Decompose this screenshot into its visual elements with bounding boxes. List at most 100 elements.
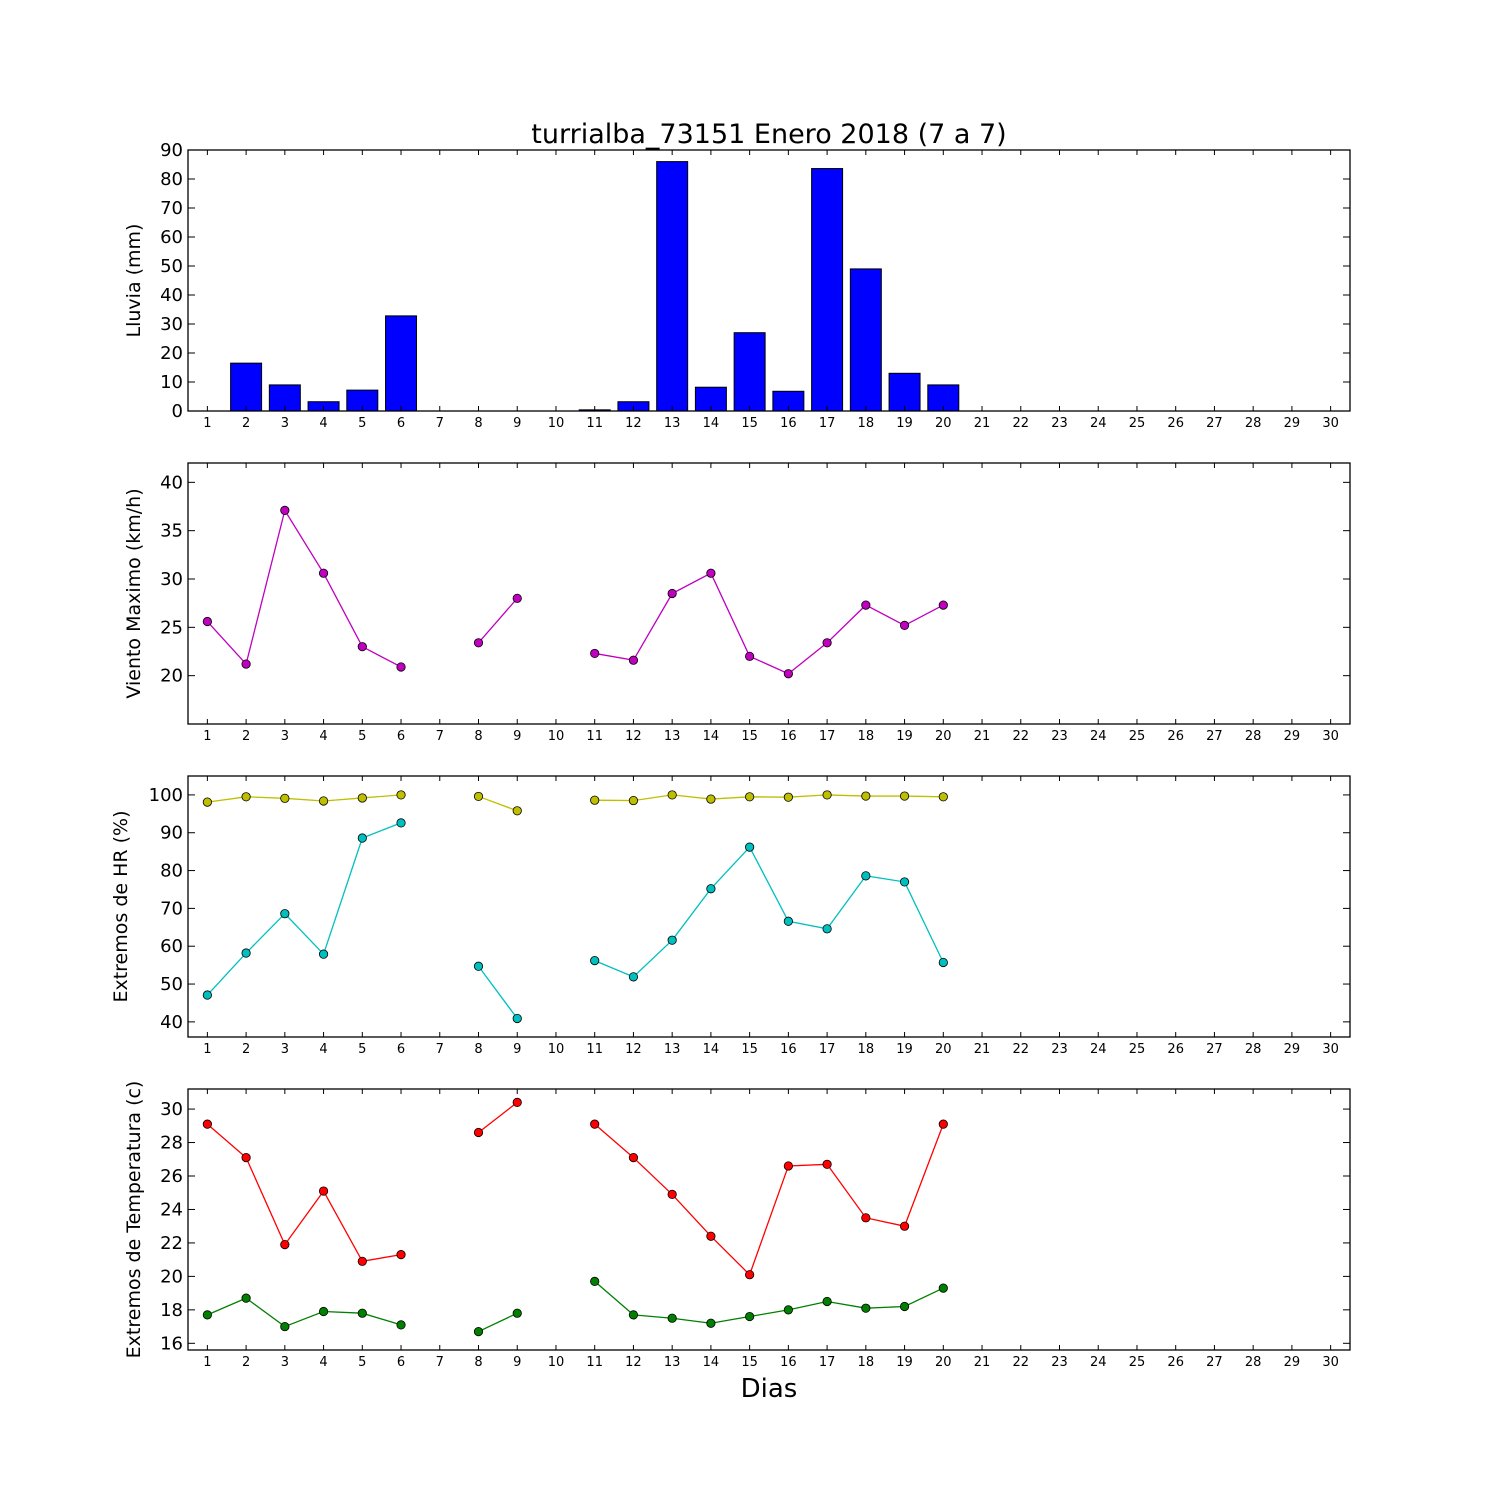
x-tick-label: 16 (780, 729, 797, 744)
point-day-3 (280, 909, 290, 919)
point-day-4 (318, 568, 329, 578)
panels: 1 2 3 4 5 6 7 8 9 10 11 12 13 14 15 16 17 18 19 20 21 22 23 24 2… (110, 140, 1351, 1370)
x-tick-label: 1 (203, 1042, 211, 1057)
series-1 (202, 505, 948, 679)
y-tick-label: 80 (160, 169, 183, 190)
point-day-5 (357, 793, 367, 803)
x-tick-label: 22 (1012, 729, 1029, 744)
x-tick-label: 27 (1206, 416, 1223, 431)
point-day-12 (628, 972, 639, 982)
point-day-4 (318, 796, 329, 806)
y-tick-label: 16 (160, 1333, 183, 1354)
y-axis-label: Viento Maximo (km/h) (123, 488, 145, 698)
x-tick-label: 17 (819, 729, 836, 744)
plot-frame (187, 775, 1351, 1038)
point-day-17 (822, 924, 832, 934)
point-day-2 (241, 948, 251, 958)
point-day-14 (706, 568, 716, 578)
y-tick-label: 28 (160, 1133, 183, 1154)
point-day-16 (783, 669, 793, 679)
point-day-4 (318, 1306, 329, 1317)
x-tick-label: 30 (1322, 416, 1339, 431)
point-day-1 (202, 797, 212, 807)
point-day-1 (202, 1310, 212, 1320)
point-day-20 (938, 957, 948, 968)
bar-day-13 (656, 161, 689, 412)
x-tick-label: 10 (548, 416, 565, 431)
x-tick-label: 18 (858, 1355, 875, 1370)
point-day-20 (938, 1119, 948, 1129)
x-tick-label: 29 (1284, 1042, 1301, 1057)
x-tick-label: 3 (281, 1355, 289, 1370)
x-tick-label: 15 (741, 729, 758, 744)
point-day-12 (628, 1152, 639, 1163)
panel-4: 1 2 3 4 5 6 7 8 9 10 11 12 13 14 15 16 17 18 19 20 21 22 23 24 2… (123, 1081, 1351, 1370)
y-tick-label: 90 (160, 140, 183, 161)
y-tick-label: 40 (160, 285, 183, 306)
x-tick-label: 14 (703, 1042, 720, 1057)
point-day-18 (861, 600, 871, 610)
x-tick-label: 13 (664, 1042, 681, 1057)
point-day-19 (899, 877, 910, 887)
x-tick-label: 12 (625, 729, 642, 744)
x-tick-label: 11 (586, 1355, 603, 1370)
point-day-13 (667, 790, 677, 800)
x-tick-label: 9 (513, 729, 521, 744)
plot-frame (187, 149, 1351, 412)
x-tick-label: 23 (1051, 1355, 1068, 1370)
series-line (594, 794, 944, 802)
plot-frame (187, 462, 1351, 725)
bar-day-18 (849, 268, 882, 412)
x-tick-label: 17 (819, 1355, 836, 1370)
x-tick-label: 23 (1051, 1042, 1068, 1057)
y-tick-label: 24 (160, 1199, 183, 1220)
x-tick-label: 23 (1051, 729, 1068, 744)
x-tick-label: 24 (1090, 416, 1107, 431)
point-day-9 (512, 806, 522, 816)
point-day-17 (822, 1296, 832, 1307)
x-tick-label: 6 (397, 729, 405, 744)
point-day-4 (318, 1186, 329, 1196)
point-day-20 (938, 792, 948, 802)
panel-2: 1 2 3 4 5 6 7 8 9 10 11 12 13 14 15 16 17 18 19 20 21 22 23 24 2… (123, 462, 1351, 744)
x-tick-label: 15 (741, 1355, 758, 1370)
x-tick-label: 2 (242, 416, 250, 431)
y-tick-label: 70 (160, 898, 183, 919)
x-tick-label: 24 (1090, 1042, 1107, 1057)
point-day-14 (706, 1318, 716, 1328)
point-day-9 (512, 1308, 522, 1318)
series-line (594, 1280, 944, 1324)
x-tick-label: 27 (1206, 729, 1223, 744)
x-tick-label: 1 (203, 729, 211, 744)
point-day-15 (745, 651, 755, 661)
x-tick-label: 19 (896, 1355, 913, 1370)
y-tick-label: 30 (160, 569, 183, 590)
point-day-14 (706, 884, 716, 894)
y-tick-label: 22 (160, 1233, 183, 1254)
x-tick-label: 11 (586, 729, 603, 744)
point-day-1 (202, 990, 212, 1000)
x-tick-label: 28 (1245, 416, 1262, 431)
y-tick-label: 35 (160, 521, 183, 542)
point-day-15 (745, 792, 755, 802)
point-day-16 (783, 792, 793, 802)
point-day-11 (590, 1119, 600, 1129)
x-tick-label: 13 (664, 729, 681, 744)
point-day-8 (473, 638, 484, 648)
x-tick-label: 7 (436, 729, 444, 744)
panel-3: 1 2 3 4 5 6 7 8 9 10 11 12 13 14 15 16 17 18 19 20 21 22 23 24 2… (110, 775, 1351, 1057)
x-tick-label: 29 (1284, 1355, 1301, 1370)
point-day-6 (396, 818, 406, 828)
x-tick-label: 30 (1322, 729, 1339, 744)
point-day-5 (357, 1308, 367, 1318)
y-tick-label: 30 (160, 314, 183, 335)
point-day-1 (202, 616, 212, 627)
x-tick-label: 22 (1012, 1042, 1029, 1057)
y-tick-label: 80 (160, 861, 183, 882)
bar-day-6 (385, 315, 418, 412)
x-tick-label: 2 (242, 1355, 250, 1370)
x-tick-label: 13 (664, 416, 681, 431)
x-tick-label: 7 (436, 1042, 444, 1057)
point-day-11 (590, 648, 600, 659)
x-tick-label: 24 (1090, 1355, 1107, 1370)
